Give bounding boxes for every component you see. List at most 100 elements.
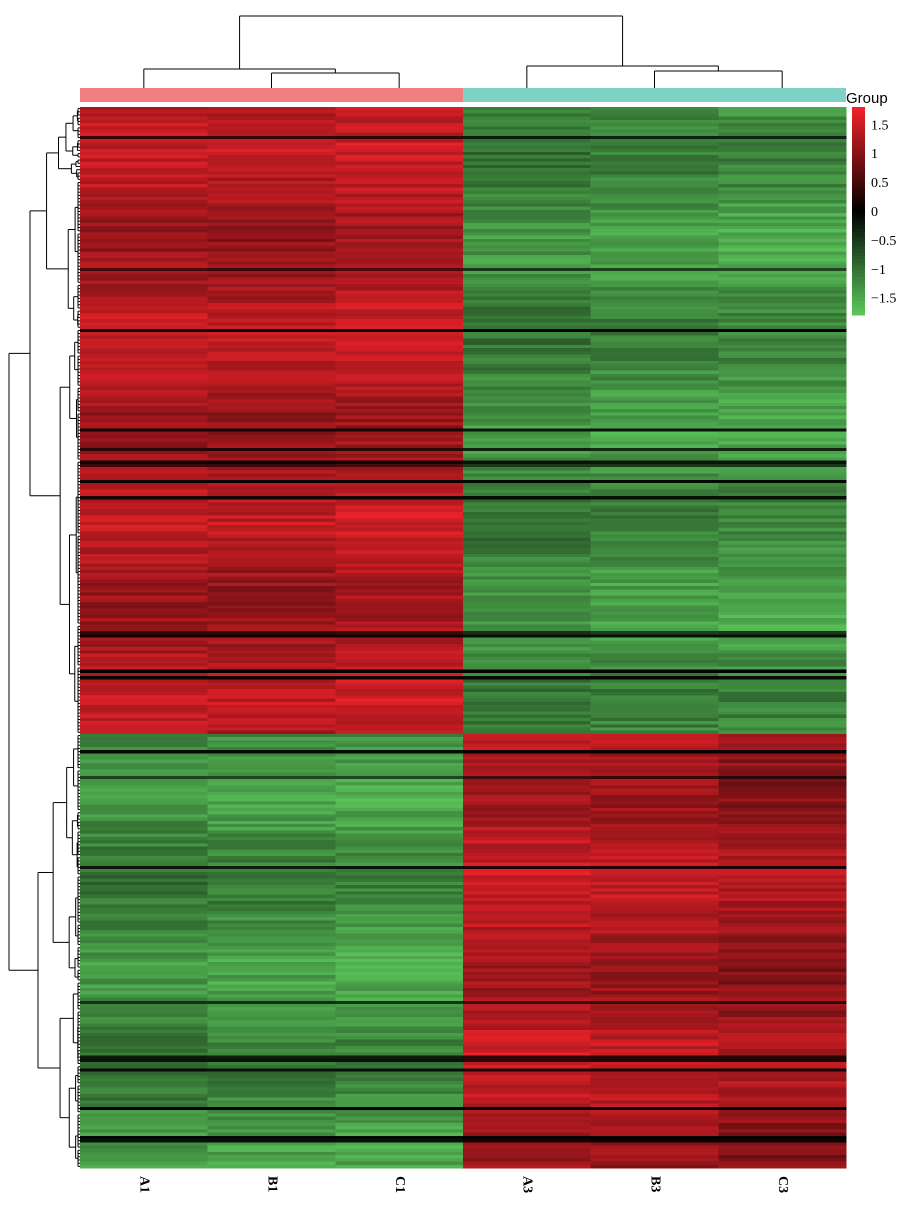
heatmap-cell	[80, 338, 209, 343]
heatmap-cell	[718, 245, 847, 250]
heatmap-cell	[80, 348, 209, 352]
heatmap-cell	[335, 184, 464, 188]
heatmap-cell	[463, 113, 592, 118]
heatmap-cell	[463, 586, 592, 590]
heatmap-cell	[207, 614, 336, 619]
heatmap-cell	[718, 791, 847, 796]
heatmap-cell	[463, 135, 592, 140]
heatmap-cell	[80, 344, 209, 349]
heatmap-cell	[335, 322, 464, 327]
heatmap-cell	[718, 1129, 847, 1134]
heatmap-cell	[718, 1122, 847, 1127]
heatmap-cell	[207, 952, 336, 957]
heatmap-cell	[463, 515, 592, 520]
heatmap-cell	[207, 1049, 336, 1053]
heatmap-cell	[718, 1013, 847, 1018]
heatmap-cell	[463, 354, 592, 359]
heatmap-cell	[463, 396, 592, 401]
heatmap-cell	[463, 534, 592, 539]
heatmap-cell	[590, 110, 719, 115]
heatmap-cell	[335, 923, 464, 928]
color-legend-swatch	[852, 231, 865, 236]
heatmap-cell	[207, 515, 336, 520]
heatmap-cell	[207, 785, 336, 790]
heatmap-cell	[80, 926, 209, 931]
heatmap-cell	[80, 769, 209, 774]
heatmap-cell	[207, 531, 336, 536]
heatmap-cell	[207, 447, 336, 452]
heatmap-cell	[590, 621, 719, 626]
heatmap-cell	[590, 647, 719, 651]
heatmap-cell	[718, 1090, 847, 1095]
heatmap-cell	[590, 332, 719, 336]
heatmap-cell	[207, 361, 336, 365]
heatmap-cell	[590, 631, 719, 635]
heatmap-cell	[718, 862, 847, 867]
heatmap-cell	[80, 608, 209, 613]
heatmap-cell	[590, 1081, 719, 1086]
heatmap-cell	[590, 946, 719, 950]
heatmap-cell	[718, 348, 847, 352]
color-legend-swatch	[852, 120, 865, 125]
heatmap-cell	[463, 486, 592, 491]
heatmap-cell	[335, 676, 464, 680]
color-legend-swatch	[852, 263, 865, 268]
heatmap-cell	[718, 926, 847, 931]
heatmap-cell	[80, 351, 209, 356]
heatmap-cell	[718, 496, 847, 500]
heatmap-cell	[463, 184, 592, 188]
heatmap-cell	[80, 801, 209, 806]
heatmap-cell	[80, 569, 209, 574]
heatmap-cell	[590, 312, 719, 317]
heatmap-cell	[80, 135, 209, 140]
heatmap-cell	[80, 158, 209, 163]
heatmap-cell	[80, 1081, 209, 1086]
heatmap-cell	[590, 595, 719, 600]
heatmap-cell	[590, 438, 719, 442]
heatmap-cell	[335, 605, 464, 610]
heatmap-cell	[590, 1013, 719, 1018]
heatmap-cell	[80, 1155, 209, 1159]
heatmap-cell	[718, 666, 847, 671]
heatmap-cell	[335, 1007, 464, 1012]
heatmap-cell	[80, 856, 209, 860]
heatmap-cell	[463, 865, 592, 870]
heatmap-cell	[718, 650, 847, 655]
heatmap-cell	[335, 444, 464, 449]
heatmap-cell	[718, 332, 847, 336]
heatmap-cell	[718, 431, 847, 436]
heatmap-cell	[335, 608, 464, 613]
column-label: B3	[647, 1176, 662, 1192]
heatmap-cell	[335, 235, 464, 240]
heatmap-cell	[590, 1119, 719, 1124]
heatmap-cell	[463, 798, 592, 803]
heatmap-cell	[463, 579, 592, 584]
heatmap-cell	[80, 512, 209, 516]
heatmap-cell	[335, 454, 464, 459]
heatmap-cell	[80, 235, 209, 240]
heatmap-cell	[335, 984, 464, 989]
heatmap-cell	[590, 139, 719, 143]
heatmap-cell	[463, 1129, 592, 1134]
heatmap-cell	[335, 701, 464, 706]
heatmap-cell	[590, 180, 719, 185]
heatmap-cell	[335, 830, 464, 835]
heatmap-cell	[80, 782, 209, 786]
heatmap-cell	[207, 219, 336, 224]
heatmap-cell	[207, 164, 336, 169]
heatmap-cell	[718, 158, 847, 163]
heatmap-cell	[463, 669, 592, 674]
heatmap-cell	[718, 322, 847, 327]
heatmap-cell	[590, 955, 719, 960]
heatmap-cell	[80, 341, 209, 346]
heatmap-cell	[207, 1110, 336, 1114]
heatmap-cell	[335, 936, 464, 941]
color-legend-swatch	[852, 145, 865, 150]
heatmap-cell	[463, 862, 592, 867]
heatmap-cell	[207, 1029, 336, 1034]
heatmap-cell	[718, 582, 847, 587]
heatmap-cell	[207, 325, 336, 330]
heatmap-cell	[718, 428, 847, 433]
heatmap-cell	[80, 187, 209, 192]
heatmap-cell	[80, 1065, 209, 1069]
